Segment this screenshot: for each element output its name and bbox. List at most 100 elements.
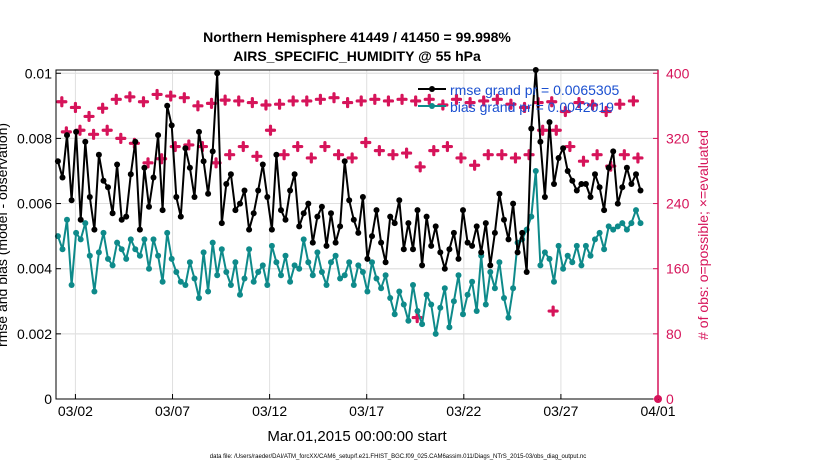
- rmse-point: [369, 233, 375, 240]
- bias-point: [59, 246, 66, 253]
- rmse-point: [391, 220, 398, 227]
- bias-point: [528, 213, 535, 220]
- bias-point: [141, 236, 148, 243]
- obs-possible-marker: [178, 92, 190, 104]
- bias-point: [246, 246, 253, 253]
- rmse-point: [68, 197, 75, 204]
- bias-point: [578, 262, 585, 269]
- obs-possible-marker: [219, 94, 231, 106]
- rmse-point: [378, 239, 385, 246]
- bias-point: [496, 259, 503, 266]
- bias-point: [200, 249, 207, 256]
- rmse-point: [332, 239, 339, 246]
- rmse-point: [132, 138, 139, 145]
- obs-evaluated-marker: [632, 152, 644, 164]
- obs-possible-marker: [192, 100, 204, 112]
- obs-evaluated-marker: [564, 140, 576, 153]
- bias-point: [555, 242, 562, 249]
- rmse-point: [601, 207, 608, 214]
- obs-possible-marker: [165, 90, 177, 102]
- bias-point: [382, 272, 389, 279]
- rmse-point: [287, 187, 294, 194]
- obs-evaluated-marker: [414, 161, 426, 173]
- rmse-point: [428, 242, 435, 249]
- rmse-point: [432, 223, 439, 230]
- bias-point: [109, 262, 116, 269]
- rmse-point: [337, 223, 344, 230]
- rmse-point: [510, 200, 517, 207]
- obs-possible-marker: [260, 99, 272, 111]
- rmse-point: [196, 128, 202, 135]
- bias-point: [450, 298, 457, 305]
- rmse-point: [318, 203, 325, 210]
- rmse-point: [487, 262, 494, 269]
- bias-point: [287, 278, 294, 285]
- bias-point: [460, 311, 466, 318]
- bias-point: [155, 252, 162, 259]
- bias-point: [373, 275, 380, 282]
- bias-point: [332, 252, 339, 259]
- rmse-point: [437, 249, 444, 256]
- obs-evaluated-marker: [618, 149, 630, 161]
- bias-point: [105, 255, 111, 262]
- bias-point: [633, 207, 639, 214]
- x-tick-label: 03/22: [446, 403, 481, 419]
- obs-evaluated-marker: [319, 140, 331, 153]
- bias-point: [619, 220, 626, 227]
- bias-point: [77, 236, 84, 243]
- rmse-point: [141, 164, 148, 171]
- rmse-point: [482, 220, 489, 227]
- obs-possible-marker: [559, 105, 571, 118]
- bias-point: [291, 262, 298, 269]
- obs-evaluated-marker: [292, 140, 304, 153]
- rmse-point: [259, 161, 266, 168]
- rmse-point: [537, 138, 544, 145]
- rmse-point: [396, 197, 403, 204]
- obs-evaluated-marker: [332, 149, 345, 161]
- rmse-point: [455, 255, 462, 262]
- bias-point: [532, 168, 539, 174]
- rmse-point: [173, 194, 180, 200]
- rmse-point: [159, 207, 166, 214]
- rmse-point: [241, 187, 248, 194]
- obs-possible-marker: [273, 98, 286, 110]
- obs-evaluated-marker: [87, 128, 100, 140]
- bias-point: [73, 229, 80, 236]
- bias-point: [173, 269, 180, 275]
- obs-evaluated-marker: [210, 157, 222, 169]
- bias-point: [95, 249, 102, 256]
- bias-point: [300, 236, 307, 243]
- rmse-point: [469, 242, 476, 249]
- obs-possible-marker: [423, 93, 435, 105]
- bias-point: [68, 282, 75, 288]
- rmse-point: [414, 207, 421, 214]
- y-right-tick-label: 80: [666, 326, 682, 342]
- obs-evaluated-marker: [428, 145, 440, 157]
- rmse-point: [423, 213, 430, 220]
- obs-evaluated-marker: [441, 140, 454, 153]
- rmse-point: [355, 229, 362, 236]
- bias-point: [637, 220, 644, 227]
- obs-evaluated-marker: [251, 150, 263, 162]
- obs-evaluated-marker: [482, 149, 494, 161]
- bias-point: [546, 255, 553, 262]
- bias-point: [309, 272, 316, 279]
- rmse-point: [628, 181, 635, 187]
- obs-evaluated-marker: [509, 152, 522, 164]
- bias-point: [355, 262, 362, 269]
- bias-point: [100, 229, 107, 236]
- bias-point: [146, 265, 152, 272]
- bias-point: [464, 291, 471, 298]
- y-axis-right-label: # of obs: o=possible; ×=evaluated: [695, 130, 711, 340]
- rmse-point: [578, 181, 585, 187]
- obs-evaluated-marker: [550, 124, 562, 136]
- rmse-point: [291, 171, 298, 178]
- rmse-point: [300, 210, 307, 217]
- rmse-point: [278, 207, 284, 214]
- rmse-point: [610, 148, 617, 155]
- obs-possible-marker: [83, 110, 95, 123]
- bias-point: [405, 317, 412, 324]
- data-file-footer: data file: /Users/raeder/DAI/ATM_forcXX/…: [210, 454, 586, 460]
- y-right-tick-label: 320: [666, 130, 690, 146]
- bias-point: [259, 262, 266, 269]
